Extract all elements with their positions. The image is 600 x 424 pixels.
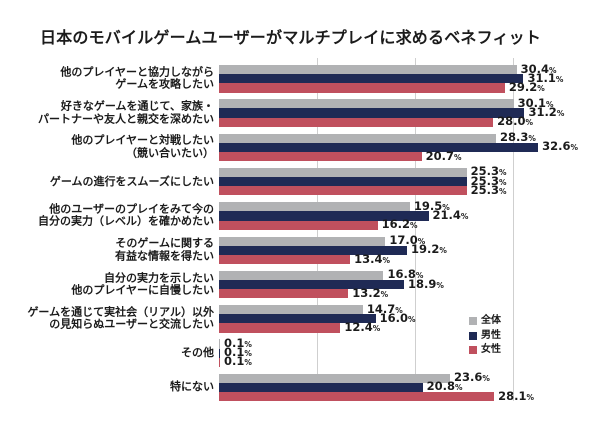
bar-overall [219,305,363,315]
bar-overall [219,99,514,109]
category-label: 自分の実力を示したい 他のプレイヤーに自慢したい [71,271,214,297]
bar-male [219,348,220,358]
bar-male [219,279,405,290]
value-label-overall: 23.6% [454,370,490,385]
bar-overall [219,236,386,246]
bar-overall [219,373,451,383]
value-label-female: 25.3% [470,182,507,197]
chart-row: 自分の実力を示したい 他のプレイヤーに自慢したい 16.8% 18.9% 13.2% [0,267,600,300]
bar-male [219,142,539,152]
value-label-male: 18.9% [408,276,444,291]
value-label-female: 13.2% [352,285,389,300]
bar-overall [219,65,517,75]
legend-swatch-female [469,346,477,354]
chart-row: 他のユーザーのプレイをみて今の 自分の実力（レベル）を確かめたい 19.5% 21.4… [0,198,600,232]
value-label-female: 0.1% [224,354,252,369]
value-label-overall: 14.7% [366,301,403,316]
bar-overall [219,133,497,143]
category-label: その他 [181,345,214,359]
legend-swatch-male [469,331,477,340]
legend-item-female: 女性 [469,345,501,355]
legend: 全体 男性 女性 [469,316,501,360]
gridline-30-percent [512,58,514,401]
bar-female [219,323,341,333]
value-label-male: 0.1% [224,345,252,360]
value-label-male: 16.0% [379,310,416,325]
bar-male [219,211,429,221]
legend-item-overall: 全体 [469,316,501,326]
legend-label-overall: 全体 [481,315,501,326]
bar-male [219,382,423,393]
value-label-overall: 25.3% [470,164,507,179]
chart-row: 好きなゲームを通じて、家族・ パートナーや友人と親交を深めたい 30.1% 31.2%… [0,95,600,129]
category-label: ゲームを通じて実社会（リアル）以外 の見知らぬユーザーと交流したい [27,305,214,331]
legend-label-male: 男性 [481,329,501,341]
value-label-overall: 28.3% [500,130,536,145]
bar-male [219,108,525,118]
category-label: 特にない [170,380,214,394]
bar-overall [219,202,410,212]
bar-overall [219,167,467,178]
bar-overall [219,339,220,349]
gridline-20-percent [414,58,416,401]
category-label: 好きなゲームを通じて、家族・ パートナーや友人と親交を深めたい [38,99,214,126]
bar-male [219,74,524,84]
value-label-overall: 17.0% [389,233,426,248]
bar-male [219,177,467,187]
value-label-female: 28.1% [498,388,534,403]
value-label-female: 29.2% [508,80,545,94]
chart-row: そのゲームに関する 有益な情報を得たい 17.0% 19.2% 13.4% [0,233,600,266]
bar-overall [219,270,384,280]
legend-swatch-overall [469,317,477,325]
chart-row: ゲームを通じて実社会（リアル）以外 の見知らぬユーザーと交流したい 14.7% 16.… [0,301,600,335]
bar-female [219,289,349,299]
bar-female [219,83,505,93]
category-label: ゲームの進行をスムーズにしたい [49,174,214,188]
value-label-female: 12.4% [344,320,381,335]
bar-female [219,392,495,402]
value-label-female: 20.7% [425,148,462,163]
category-label: 他のプレイヤーと対戦したい （競い合いたい） [71,133,214,160]
chart-row: ゲームの進行をスムーズにしたい 25.3% 25.3% 25.3% [0,164,600,197]
category-label: 他のユーザーのプレイをみて今の 自分の実力（レベル）を確かめたい [38,202,214,228]
bar-female [219,357,220,367]
value-label-male: 32.6% [542,139,579,154]
value-label-male: 19.2% [410,242,447,257]
bar-male [219,314,376,324]
value-label-male: 21.4% [432,207,469,222]
value-label-male: 31.2% [528,105,565,120]
legend-label-female: 女性 [481,344,501,355]
chart-row: 特にない 23.6% 20.8% 28.1% [0,370,600,403]
value-label-overall: 0.1% [224,335,252,350]
value-label-female: 16.2% [381,217,418,232]
bar-female [219,186,467,196]
bar-female [219,254,351,265]
value-label-male: 25.3% [470,173,507,188]
bar-male [219,245,407,255]
value-label-male: 20.8% [426,379,463,394]
grouped-bar-chart: 他のプレイヤーと協力しながら ゲームを攻略したい 30.4% 31.1% 29.2% 好き… [0,55,600,420]
value-label-overall: 16.8% [387,267,424,282]
chart-row: 他のプレイヤーと対戦したい （競い合いたい） 28.3% 32.6% 20.7% [0,130,600,163]
bar-female [219,151,422,162]
value-label-female: 13.4% [354,251,391,266]
bar-female [219,220,378,230]
value-label-overall: 30.4% [520,61,557,76]
value-label-overall: 30.1% [517,95,554,110]
chart-row: その他 0.1% 0.1% 0.1% [0,335,600,369]
chart-row: 他のプレイヤーと協力しながら ゲームを攻略したい 30.4% 31.1% 29.2% [0,61,600,94]
legend-item-male: 男性 [469,329,501,341]
category-label: そのゲームに関する 有益な情報を得たい [115,236,214,263]
value-label-overall: 19.5% [413,198,450,213]
bar-female [219,117,494,127]
category-label: 他のプレイヤーと協力しながら ゲームを攻略したい [60,65,214,91]
value-label-male: 31.1% [527,70,564,85]
chart-title: 日本のモバイルゲームユーザーがマルチプレイに求めるベネフィット [40,28,542,47]
value-label-female: 28.0% [497,114,533,129]
